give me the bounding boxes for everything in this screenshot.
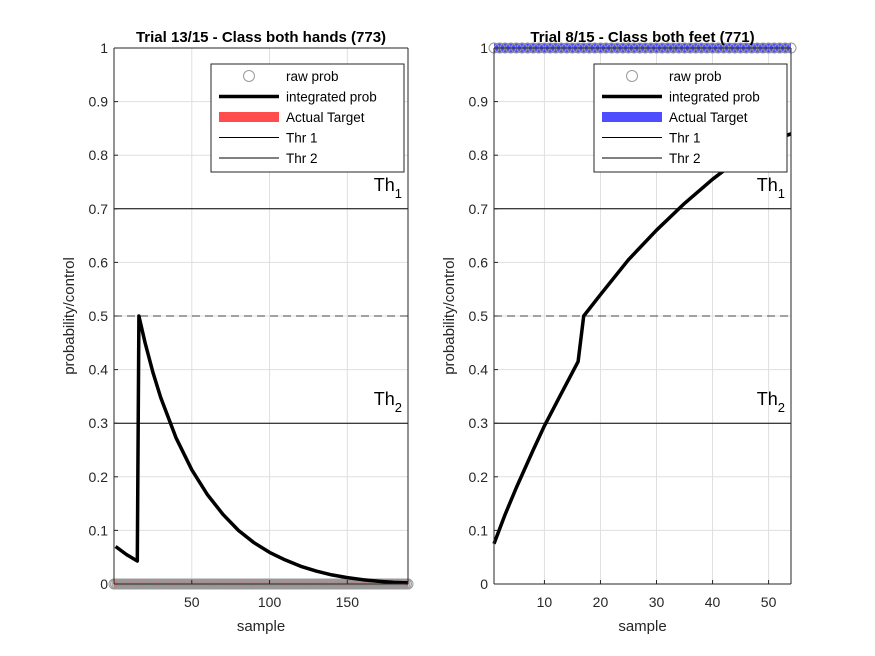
right-ytick-label: 0.7 bbox=[469, 201, 489, 217]
left-chart-ylabel: probability/control bbox=[61, 257, 78, 375]
right-threshold-label-sub: 2 bbox=[778, 400, 785, 415]
right-ytick-label: 0.3 bbox=[469, 415, 489, 431]
right-chart-title: Trial 8/15 - Class both feet (771) bbox=[530, 29, 754, 46]
left-ytick-label: 0.9 bbox=[89, 94, 109, 110]
left-ytick-label: 0.3 bbox=[89, 415, 109, 431]
left-threshold-label-sub: 2 bbox=[395, 400, 402, 415]
right-xtick-label: 20 bbox=[593, 594, 609, 610]
right-chart-ylabel: probability/control bbox=[441, 257, 458, 375]
left-xtick-label: 100 bbox=[258, 594, 282, 610]
left-xtick-label: 150 bbox=[336, 594, 360, 610]
right-chart-xlabel: sample bbox=[618, 618, 666, 635]
left-ytick-label: 0.2 bbox=[89, 469, 109, 485]
right-legend-label: raw prob bbox=[669, 69, 722, 84]
left-ytick-label: 0.6 bbox=[89, 254, 109, 270]
left-legend-symbol-raw-prob bbox=[243, 70, 255, 82]
left-ytick-label: 0.4 bbox=[89, 362, 109, 378]
left-legend-symbol-target bbox=[219, 112, 279, 122]
left-threshold-label-main: Th bbox=[374, 175, 395, 195]
left-legend-label: Actual Target bbox=[286, 110, 365, 125]
right-ytick-label: 0.1 bbox=[469, 522, 489, 538]
left-threshold-label-main: Th bbox=[374, 389, 395, 409]
left-ytick-label: 0 bbox=[100, 576, 108, 592]
left-chart-title: Trial 13/15 - Class both hands (773) bbox=[136, 29, 386, 46]
right-legend-symbol-target bbox=[602, 112, 662, 122]
right-legend-label: Thr 1 bbox=[669, 131, 701, 146]
right-xtick-label: 50 bbox=[761, 594, 777, 610]
left-ytick-label: 0.7 bbox=[89, 201, 109, 217]
left-legend-label: Thr 2 bbox=[286, 151, 318, 166]
left-threshold-label-1: Th1 bbox=[374, 175, 402, 201]
left-ytick-label: 0.5 bbox=[89, 308, 109, 324]
left-integrated-prob-line bbox=[114, 314, 409, 585]
right-threshold-label-2: Th2 bbox=[757, 389, 785, 415]
left-legend: raw prob integrated prob Actual Target Thr … bbox=[210, 63, 405, 173]
left-ytick-label: 1 bbox=[100, 40, 108, 56]
right-legend: raw prob integrated prob Actual Target Thr … bbox=[593, 63, 788, 173]
right-ytick-label: 0.8 bbox=[469, 147, 489, 163]
left-threshold-label-2: Th2 bbox=[374, 389, 402, 415]
left-ytick-label: 0.1 bbox=[89, 522, 109, 538]
right-ytick-label: 0.2 bbox=[469, 469, 489, 485]
left-legend-label: raw prob bbox=[286, 69, 339, 84]
right-legend-label: integrated prob bbox=[669, 90, 760, 105]
right-ytick-label: 0.6 bbox=[469, 254, 489, 270]
left-legend-label: Thr 1 bbox=[286, 131, 318, 146]
right-ytick-label: 0.4 bbox=[469, 362, 489, 378]
right-legend-label: Actual Target bbox=[669, 110, 748, 125]
left-ytick-label: 0.8 bbox=[89, 147, 109, 163]
left-threshold-label-sub: 1 bbox=[395, 186, 402, 201]
right-xtick-label: 10 bbox=[537, 594, 553, 610]
right-threshold-label-main: Th bbox=[757, 175, 778, 195]
right-xtick-label: 30 bbox=[649, 594, 665, 610]
right-xtick-label: 40 bbox=[705, 594, 721, 610]
left-xtick-label: 50 bbox=[184, 594, 200, 610]
right-legend-label: Thr 2 bbox=[669, 151, 701, 166]
right-ytick-label: 1 bbox=[480, 40, 488, 56]
right-ytick-label: 0.9 bbox=[469, 94, 489, 110]
right-threshold-label-sub: 1 bbox=[778, 186, 785, 201]
left-legend-label: integrated prob bbox=[286, 90, 377, 105]
right-threshold-label-main: Th bbox=[757, 389, 778, 409]
right-threshold-label-1: Th1 bbox=[757, 175, 785, 201]
right-ytick-label: 0 bbox=[480, 576, 488, 592]
right-legend-symbol-raw-prob bbox=[626, 70, 638, 82]
left-chart-xlabel: sample bbox=[237, 618, 285, 635]
right-ytick-label: 0.5 bbox=[469, 308, 489, 324]
